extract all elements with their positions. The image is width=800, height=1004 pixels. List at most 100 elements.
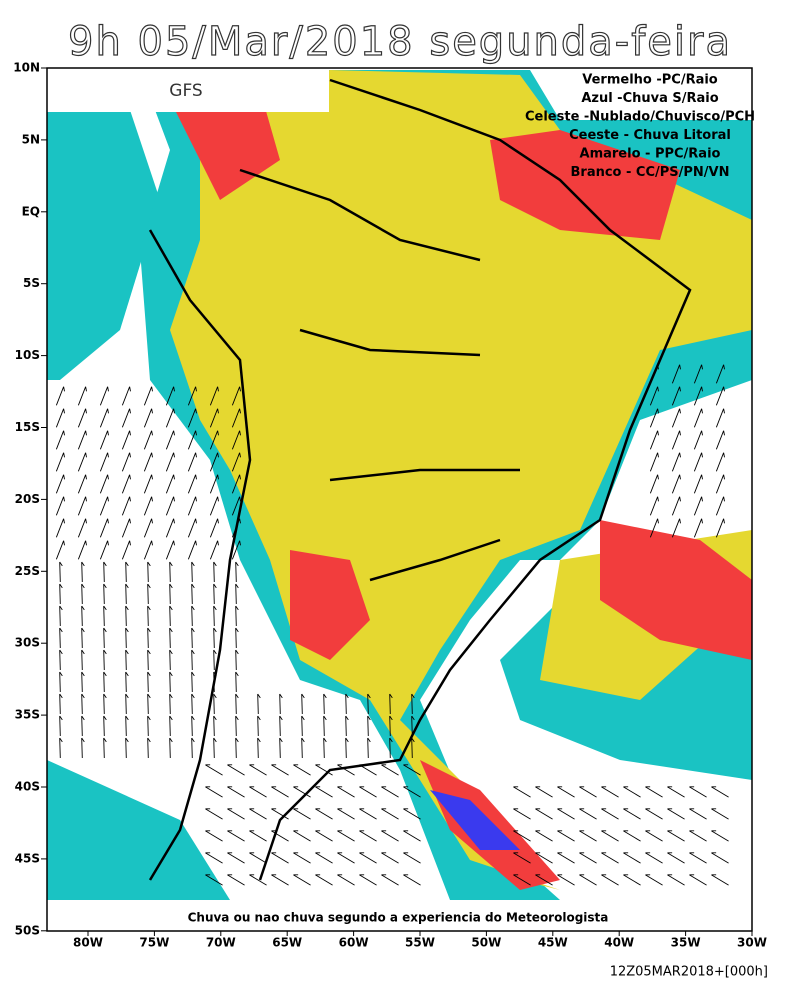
wind-arrow [711,786,729,798]
wind-arrow [337,852,355,864]
wind-arrow [689,808,707,820]
wind-arrow [293,786,311,798]
wind-arrow [645,852,663,864]
wind-arrow [213,649,217,671]
lon-label: 65W [272,936,302,950]
wind-arrow [315,874,333,886]
wind-arrow [231,430,241,450]
wind-arrow [213,693,217,715]
legend-entry: Amarelo - PPC/Raio [580,147,721,162]
wind-arrow [147,671,151,693]
wind-arrow [315,830,333,842]
wind-arrow [81,605,85,627]
lat-label: 10S [15,348,40,362]
wind-arrow [381,852,399,864]
wind-arrow [147,583,151,605]
wind-arrow [693,386,703,406]
wind-arrow [165,540,175,560]
wind-arrow [535,852,553,864]
wind-arrow [147,627,151,649]
wind-arrow [147,693,151,715]
wind-arrow [293,874,311,886]
wind-arrow [143,452,153,472]
wind-arrow [301,715,305,737]
wind-arrow [213,627,217,649]
lat-label: 40S [15,780,40,794]
wind-arrow [315,764,333,776]
wind-arrow [323,715,327,737]
map-note: Chuva ou nao chuva segundo a experiencia… [188,911,609,925]
wind-arrow [623,786,641,798]
wind-arrow [235,671,239,693]
wind-arrow [249,786,267,798]
wind-arrow [213,583,217,605]
wind-arrow [147,715,151,737]
lon-label: 75W [139,936,169,950]
wind-arrow [579,786,597,798]
wind-arrow [667,786,685,798]
wind-arrow [103,693,107,715]
wind-arrow [191,583,195,605]
wind-arrow [165,452,175,472]
wind-arrow [231,474,241,494]
wind-arrow [381,808,399,820]
wind-arrow [693,496,703,516]
wind-arrow [403,764,421,776]
wind-arrow [121,540,131,560]
lat-label: 20S [15,492,40,506]
wind-arrow [81,649,85,671]
wind-arrow [535,830,553,842]
lon-label: 50W [471,936,501,950]
wind-arrow [579,808,597,820]
wind-arrow [579,830,597,842]
wind-arrow [345,693,349,715]
wind-arrow [601,808,619,820]
wind-arrow [143,518,153,538]
wind-arrow [121,408,131,428]
wind-arrow [55,518,65,538]
wind-arrow [403,786,421,798]
wind-arrow [389,715,393,737]
wind-arrow [649,408,659,428]
wind-arrow [169,693,173,715]
wind-arrow [55,540,65,560]
wind-arrow [103,737,107,759]
wind-arrow [165,474,175,494]
wind-arrow [671,408,681,428]
wind-arrow [293,830,311,842]
wind-arrow [59,649,63,671]
wind-arrow [235,605,239,627]
wind-arrow [715,518,725,538]
model-label: GFS [169,81,202,101]
wind-arrow [165,408,175,428]
wind-arrow [227,830,245,842]
wind-arrow [315,786,333,798]
wind-arrow [249,808,267,820]
wind-arrow [121,430,131,450]
wind-arrow [99,430,109,450]
wind-arrow [59,671,63,693]
wind-arrow [513,808,531,820]
wind-arrow [143,540,153,560]
wind-arrow [557,786,575,798]
wind-arrow [77,540,87,560]
wind-arrow [667,830,685,842]
wind-arrow [59,693,63,715]
note-box [47,903,752,931]
wind-arrow [191,715,195,737]
wind-arrow [231,496,241,516]
wind-arrow [81,693,85,715]
wind-arrow [381,830,399,842]
wind-arrow [125,737,129,759]
wind-arrow [187,408,197,428]
wind-arrow [693,364,703,384]
wind-arrow [191,605,195,627]
wind-arrow [187,474,197,494]
wind-arrow [99,408,109,428]
wind-arrow [187,540,197,560]
wind-arrow [191,627,195,649]
wind-arrow [121,474,131,494]
wind-arrow [711,852,729,864]
wind-arrow [323,737,327,759]
